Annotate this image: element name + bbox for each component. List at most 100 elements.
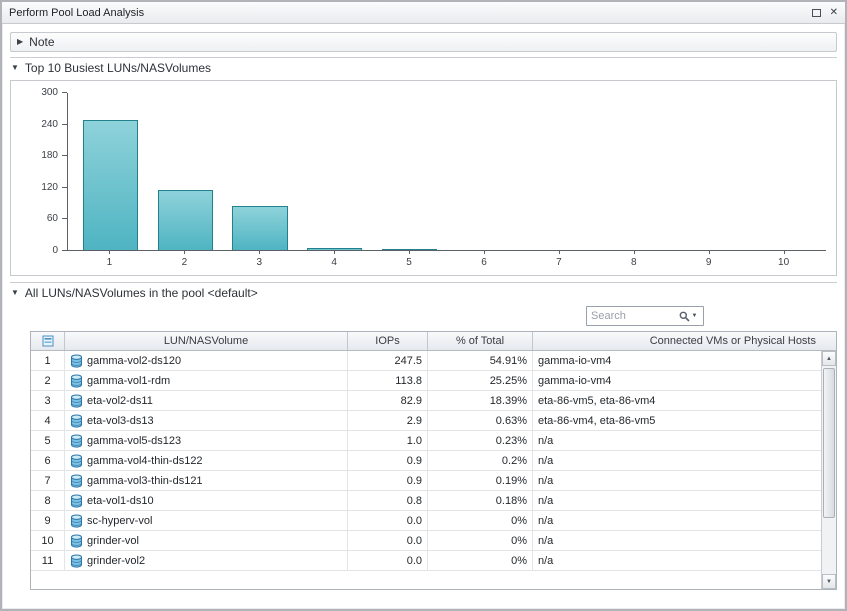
column-header-iops[interactable]: IOPs	[348, 332, 428, 350]
lun-name-cell: grinder-vol	[65, 531, 348, 550]
iops-cell: 0.0	[348, 551, 428, 570]
scroll-up-button[interactable]: ▲	[822, 351, 836, 366]
lun-grid: LUN/NASVolume IOPs % of Total Connected …	[30, 331, 837, 590]
hosts-cell: n/a	[538, 434, 554, 447]
table-row[interactable]: 2 gamma-vol1-rdm 113.8 25.25% gamma-io-vm4	[31, 371, 821, 391]
lun-table-panel: ▼ LUN/NASVolume IOPs % of Total	[30, 305, 837, 590]
iops-cell: 0.0	[348, 531, 428, 550]
volume-icon	[70, 434, 83, 448]
column-header-lun[interactable]: LUN/NASVolume	[65, 332, 348, 350]
scroll-down-button[interactable]: ▼	[822, 574, 836, 589]
lun-name-cell: sc-hyperv-vol	[65, 511, 348, 530]
pct-cell: 0.18%	[428, 491, 533, 510]
lun-name-cell: gamma-vol3-thin-ds121	[65, 471, 348, 490]
pct-cell: 0%	[428, 531, 533, 550]
y-axis-label: 0	[52, 245, 58, 256]
chart-bar	[381, 249, 438, 250]
lun-name-cell: gamma-vol4-thin-ds122	[65, 451, 348, 470]
pct-cell: 0.19%	[428, 471, 533, 490]
chart-section-header[interactable]: ▼ Top 10 Busiest LUNs/NASVolumes	[10, 57, 837, 77]
pct-cell: 0%	[428, 511, 533, 530]
float-window-icon[interactable]	[811, 8, 821, 17]
iops-cell: 113.8	[348, 371, 428, 390]
iops-cell: 0.8	[348, 491, 428, 510]
lun-name: gamma-vol3-thin-ds121	[87, 474, 203, 487]
collapse-down-icon[interactable]: ▼	[11, 63, 19, 72]
x-axis-label: 3	[222, 251, 297, 273]
table-section-header[interactable]: ▼ All LUNs/NASVolumes in the pool <defau…	[10, 282, 837, 302]
top10-bar-chart: 0 60 120 180 240 300 1 2 3 4 5 6 7 8 9 10	[10, 80, 837, 276]
table-row[interactable]: 3 eta-vol2-ds11 82.9 18.39% eta-86-vm5, eta-…	[31, 391, 821, 411]
table-row[interactable]: 6 gamma-vol4-thin-ds122 0.9 0.2% n/a	[31, 451, 821, 471]
collapse-right-icon[interactable]: ▶	[17, 37, 24, 46]
chart-bar	[232, 206, 288, 250]
window-title: Perform Pool Load Analysis	[9, 6, 145, 19]
row-index-cell: 2	[31, 371, 65, 390]
pct-cell: 54.91%	[428, 351, 533, 370]
scrollbar-thumb[interactable]	[823, 368, 835, 518]
x-axis-label: 1	[72, 251, 147, 273]
column-header-pct[interactable]: % of Total	[428, 332, 533, 350]
chart-section-title: Top 10 Busiest LUNs/NASVolumes	[24, 61, 212, 75]
lun-name-cell: eta-vol1-ds10	[65, 491, 348, 510]
volume-icon	[70, 374, 83, 388]
collapse-down-icon[interactable]: ▼	[11, 288, 19, 297]
vertical-scrollbar[interactable]: ▲ ▼	[821, 351, 836, 589]
row-index-cell: 3	[31, 391, 65, 410]
hosts-cell: n/a	[538, 454, 554, 467]
chart-bar	[307, 248, 363, 250]
search-options-caret-icon[interactable]: ▼	[691, 313, 698, 319]
hosts-cell: n/a	[538, 494, 554, 507]
iops-cell: 0.0	[348, 511, 428, 530]
column-header-hosts[interactable]: Connected VMs or Physical Hosts	[649, 335, 816, 347]
lun-name: grinder-vol	[87, 534, 139, 547]
scrollbar-track[interactable]	[822, 366, 836, 574]
row-index-cell: 10	[31, 531, 65, 550]
volume-icon	[70, 494, 83, 508]
bar-slot	[746, 93, 821, 250]
volume-icon	[70, 514, 83, 528]
column-header-index[interactable]	[31, 332, 65, 350]
table-section-title: All LUNs/NASVolumes in the pool <default…	[24, 286, 258, 300]
bar-slot	[671, 93, 746, 250]
chart-bar	[157, 190, 213, 250]
pct-cell: 0.63%	[428, 411, 533, 430]
search-icon	[679, 311, 690, 322]
table-row[interactable]: 10 grinder-vol 0.0 0% n/a	[31, 531, 821, 551]
table-row[interactable]: 7 gamma-vol3-thin-ds121 0.9 0.19% n/a	[31, 471, 821, 491]
volume-icon	[70, 414, 83, 428]
volume-icon	[70, 554, 83, 568]
note-section-header[interactable]: ▶ Note	[10, 32, 837, 52]
table-row[interactable]: 5 gamma-vol5-ds123 1.0 0.23% n/a	[31, 431, 821, 451]
y-axis-label: 60	[46, 213, 58, 225]
y-axis-tick	[62, 186, 67, 188]
search-button[interactable]: ▼	[673, 307, 703, 325]
close-icon[interactable]: ✕	[829, 6, 838, 18]
y-axis-tick	[62, 218, 67, 220]
row-index-cell: 5	[31, 431, 65, 450]
row-index-cell: 8	[31, 491, 65, 510]
row-index-cell: 7	[31, 471, 65, 490]
y-axis-label: 300	[41, 87, 58, 98]
lun-name-cell: gamma-vol2-ds120	[65, 351, 348, 370]
search-box[interactable]: ▼	[586, 306, 704, 326]
lun-name: eta-vol2-ds11	[87, 394, 153, 407]
volume-icon	[70, 534, 83, 548]
chart-plot-area	[67, 93, 826, 251]
bar-slot	[447, 93, 522, 250]
x-axis-label: 2	[147, 251, 222, 273]
iops-cell: 82.9	[348, 391, 428, 410]
window-controls: ✕	[811, 6, 838, 18]
table-row[interactable]: 1 gamma-vol2-ds120 247.5 54.91% gamma-io-vm4	[31, 351, 821, 371]
hosts-cell: eta-86-vm5, eta-86-vm4	[538, 394, 656, 407]
bar-slot	[73, 93, 148, 250]
table-row[interactable]: 8 eta-vol1-ds10 0.8 0.18% n/a	[31, 491, 821, 511]
table-row[interactable]: 4 eta-vol3-ds13 2.9 0.63% eta-86-vm4, eta-86…	[31, 411, 821, 431]
iops-cell: 247.5	[348, 351, 428, 370]
note-section-title: Note	[29, 35, 55, 49]
hosts-cell: n/a	[538, 534, 554, 547]
search-input[interactable]	[587, 310, 673, 322]
table-row[interactable]: 11 grinder-vol2 0.0 0% n/a	[31, 551, 821, 571]
table-row[interactable]: 9 sc-hyperv-vol 0.0 0% n/a	[31, 511, 821, 531]
